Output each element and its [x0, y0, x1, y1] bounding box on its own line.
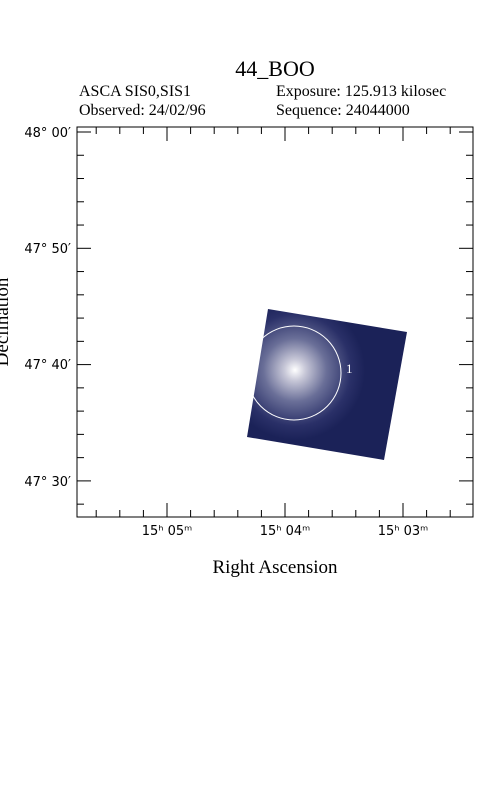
exposure: Exposure: 125.913 kilosec [276, 83, 446, 100]
plot-frame [76, 126, 474, 518]
y-tick-label: 47° 50′ [24, 242, 71, 257]
source-label: 1 [346, 361, 353, 376]
y-tick-label: 47° 40′ [24, 358, 71, 373]
y-tick-label: 47° 30′ [24, 475, 71, 490]
title: 44_BOO [235, 56, 314, 81]
sequence: Sequence: 24044000 [276, 102, 410, 119]
sky-image [247, 309, 407, 460]
x-axis-label: Right Ascension [212, 557, 338, 578]
instrument: ASCA SIS0,SIS1 [79, 83, 191, 100]
source-region [246, 325, 342, 421]
x-tick-label: 15ʰ 03ᵐ [378, 524, 429, 539]
x-tick-label: 15ʰ 05ᵐ [142, 524, 193, 539]
tick-marks [77, 127, 473, 517]
y-tick-label: 48° 00′ [24, 126, 71, 141]
observed: Observed: 24/02/96 [79, 102, 206, 119]
x-tick-label: 15ʰ 04ᵐ [260, 524, 311, 539]
y-axis-label: Declination [0, 277, 13, 366]
